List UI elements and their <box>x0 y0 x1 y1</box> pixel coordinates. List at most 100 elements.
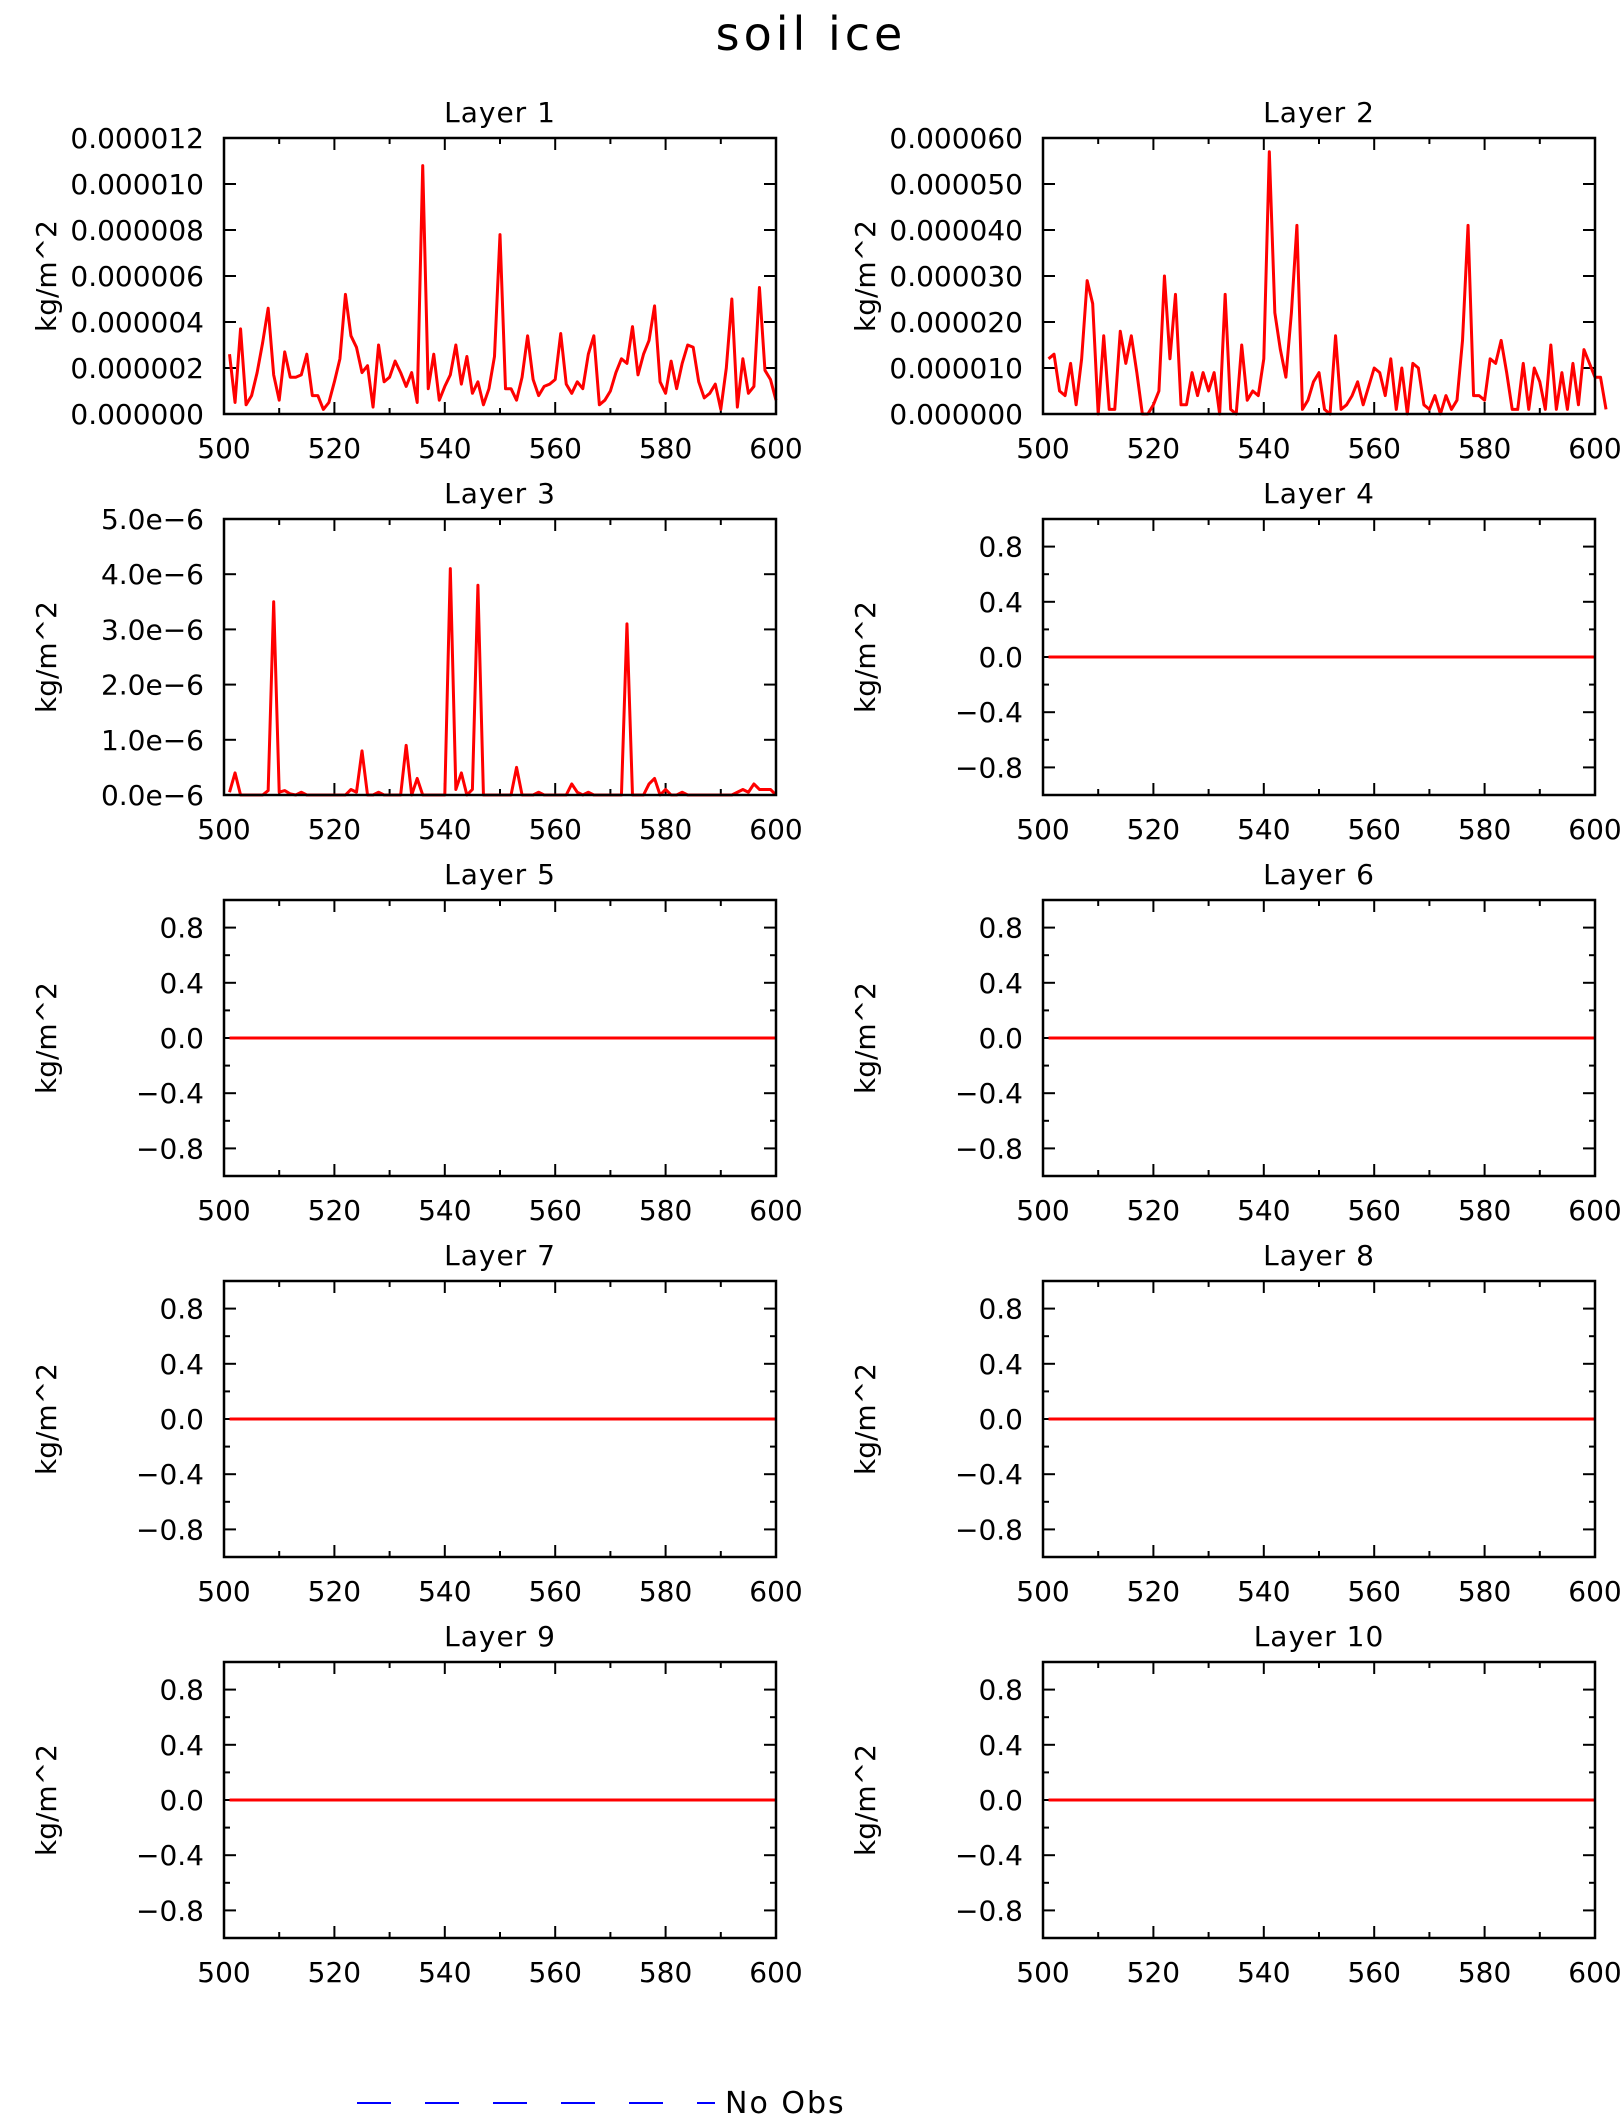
y-tick-label: 4.0e−6 <box>101 558 204 591</box>
y-tick-label: 0.000050 <box>889 168 1023 201</box>
x-tick-label: 500 <box>1016 1956 1069 1989</box>
y-tick-label: 0.000004 <box>70 306 204 339</box>
x-tick-label: 600 <box>1568 1194 1621 1227</box>
panel-layer-7: Layer 7 kg/m^2 500 520 540 560 580 600 −0.8 −0.4 0… <box>30 1239 803 1608</box>
x-tick-label: 500 <box>197 813 250 846</box>
x-tick-label: 520 <box>1127 1194 1180 1227</box>
plot-frame <box>1041 136 1597 416</box>
y-tick-label: −0.8 <box>955 751 1023 784</box>
x-tick-label: 500 <box>1016 1194 1069 1227</box>
panel-layer-1: Layer 1 kg/m^2 500 520 540 560 580 600 0.000000 0… <box>30 96 803 465</box>
panel-title: Layer 1 <box>444 96 556 129</box>
plot-frame <box>1041 898 1597 1178</box>
y-tick-label: −0.4 <box>955 1458 1023 1491</box>
x-tick-label: 520 <box>1127 1575 1180 1608</box>
y-tick-label: −0.8 <box>955 1132 1023 1165</box>
plot-frame <box>1041 1279 1597 1559</box>
y-tick-label: −0.4 <box>136 1839 204 1872</box>
plot-frame <box>1041 517 1597 797</box>
y-tick-label: 1.0e−6 <box>101 724 204 757</box>
x-tick-label: 540 <box>418 432 471 465</box>
y-axis-label: kg/m^2 <box>30 1744 63 1856</box>
y-tick-label: 0.0 <box>159 1784 204 1817</box>
y-tick-label: 0.000010 <box>70 168 204 201</box>
x-tick-label: 560 <box>1347 1575 1400 1608</box>
x-tick-label: 520 <box>308 813 361 846</box>
x-tick-label: 520 <box>308 432 361 465</box>
panel-title: Layer 9 <box>444 1620 556 1653</box>
y-tick-label: −0.4 <box>136 1077 204 1110</box>
x-tick-label: 600 <box>749 432 802 465</box>
panel-layer-3: Layer 3 kg/m^2 500 520 540 560 580 600 0.0e−6 1.0… <box>30 477 803 846</box>
y-tick-label: 0.000008 <box>70 214 204 247</box>
panel-title: Layer 7 <box>444 1239 556 1272</box>
x-tick-label: 520 <box>1127 813 1180 846</box>
y-tick-label: 0.8 <box>159 1674 204 1707</box>
panel-title: Layer 3 <box>444 477 556 510</box>
y-tick-label: 0.0 <box>978 1022 1023 1055</box>
panel-title: Layer 2 <box>1263 96 1375 129</box>
panel-title: Layer 10 <box>1254 1620 1385 1653</box>
y-tick-label: 5.0e−6 <box>101 503 204 536</box>
x-tick-label: 600 <box>1568 1956 1621 1989</box>
x-tick-label: 560 <box>1347 813 1400 846</box>
x-tick-label: 520 <box>1127 1956 1180 1989</box>
x-tick-label: 580 <box>639 432 692 465</box>
y-tick-label: 0.000040 <box>889 214 1023 247</box>
x-tick-label: 580 <box>1458 1956 1511 1989</box>
panel-title: Layer 5 <box>444 858 556 891</box>
y-tick-label: 0.000060 <box>889 122 1023 155</box>
x-tick-label: 600 <box>1568 1575 1621 1608</box>
y-tick-label: 0.4 <box>159 967 204 1000</box>
panel-layer-9: Layer 9 kg/m^2 500 520 540 560 580 600 −0.8 −0.4 0… <box>30 1620 803 1989</box>
x-tick-label: 540 <box>418 1194 471 1227</box>
panel-layer-8: Layer 8 kg/m^2 500 520 540 560 580 600 −0.8 −0.4 0… <box>849 1239 1622 1608</box>
x-tick-label: 500 <box>1016 1575 1069 1608</box>
y-tick-label: 0.8 <box>978 1674 1023 1707</box>
y-axis-label: kg/m^2 <box>30 1363 63 1475</box>
x-tick-label: 540 <box>1237 1956 1290 1989</box>
x-tick-label: 560 <box>528 1956 581 1989</box>
panels: Layer 1 kg/m^2 500 520 540 560 580 600 0.000000 0… <box>30 96 1622 1989</box>
x-tick-label: 600 <box>749 1956 802 1989</box>
x-tick-label: 600 <box>749 1575 802 1608</box>
y-axis-label: kg/m^2 <box>849 1363 882 1475</box>
y-tick-label: 0.8 <box>978 1293 1023 1326</box>
plot-frame <box>1041 1660 1597 1940</box>
y-tick-label: 0.4 <box>978 1348 1023 1381</box>
y-tick-label: −0.4 <box>955 696 1023 729</box>
panel-layer-10: Layer 10 kg/m^2 500 520 540 560 580 600 −0.8 −0.4… <box>849 1620 1622 1989</box>
series-line <box>1047 150 1608 416</box>
y-axis-label: kg/m^2 <box>30 982 63 1094</box>
panel-layer-2: Layer 2 kg/m^2 500 520 540 560 580 600 0.000000 0… <box>849 96 1622 465</box>
x-tick-label: 520 <box>1127 432 1180 465</box>
x-tick-label: 560 <box>528 1575 581 1608</box>
x-tick-label: 580 <box>1458 1194 1511 1227</box>
x-tick-label: 580 <box>1458 813 1511 846</box>
y-tick-label: 0.0 <box>978 641 1023 674</box>
plot-frame <box>222 1279 778 1559</box>
y-tick-label: 0.8 <box>159 1293 204 1326</box>
y-tick-label: −0.4 <box>136 1458 204 1491</box>
y-tick-label: −0.4 <box>955 1077 1023 1110</box>
y-tick-label: −0.8 <box>136 1894 204 1927</box>
x-tick-label: 560 <box>528 813 581 846</box>
x-tick-label: 500 <box>197 1575 250 1608</box>
y-tick-label: 0.8 <box>978 912 1023 945</box>
y-tick-label: 0.0 <box>159 1403 204 1436</box>
x-tick-label: 500 <box>197 1956 250 1989</box>
x-tick-label: 540 <box>1237 1194 1290 1227</box>
y-tick-label: 0.000010 <box>889 352 1023 385</box>
panel-layer-6: Layer 6 kg/m^2 500 520 540 560 580 600 −0.8 −0.4 0… <box>849 858 1622 1227</box>
plot-frame <box>222 517 778 797</box>
x-tick-label: 520 <box>308 1956 361 1989</box>
y-axis-label: kg/m^2 <box>30 601 63 713</box>
y-axis-label: kg/m^2 <box>849 220 882 332</box>
y-tick-label: 0.0 <box>978 1784 1023 1817</box>
x-tick-label: 500 <box>197 1194 250 1227</box>
x-tick-label: 540 <box>1237 813 1290 846</box>
y-tick-label: −0.8 <box>136 1513 204 1546</box>
panel-title: Layer 8 <box>1263 1239 1375 1272</box>
x-tick-label: 600 <box>749 813 802 846</box>
